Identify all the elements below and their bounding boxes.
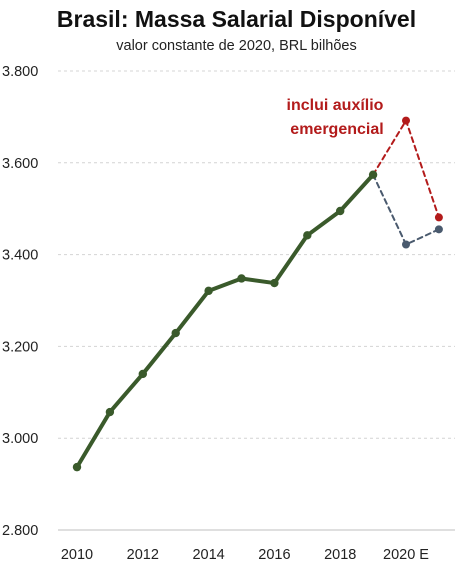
annotation-line-1: inclui auxílio bbox=[287, 97, 384, 114]
x-tick-label: 2016 bbox=[258, 547, 290, 563]
series-point bbox=[336, 206, 345, 216]
y-tick-label: 3.200 bbox=[2, 339, 38, 355]
chart-subtitle: valor constante de 2020, BRL bilhões bbox=[116, 38, 357, 54]
series-point bbox=[237, 274, 246, 283]
y-tick-label: 3.600 bbox=[2, 156, 38, 172]
series-point bbox=[434, 225, 443, 234]
series-point bbox=[434, 213, 443, 222]
x-tick-label: 2014 bbox=[192, 547, 224, 563]
series-line-2 bbox=[372, 173, 440, 246]
series-point bbox=[171, 328, 180, 338]
series-point bbox=[402, 240, 410, 249]
series-point bbox=[270, 278, 279, 288]
series-point bbox=[402, 116, 410, 125]
x-tick-label: 2010 bbox=[61, 547, 93, 563]
x-tick-label: 2020 E bbox=[383, 547, 429, 563]
series-point bbox=[138, 369, 147, 379]
series-line-0 bbox=[75, 172, 376, 470]
series-point bbox=[303, 231, 312, 240]
y-tick-label: 3.000 bbox=[2, 431, 38, 447]
series-point bbox=[368, 170, 378, 179]
x-tick-label: 2018 bbox=[324, 547, 356, 563]
chart-title: Brasil: Massa Salarial Disponível bbox=[56, 6, 417, 32]
y-tick-label: 3.400 bbox=[2, 248, 38, 264]
x-tick-label: 2012 bbox=[127, 547, 159, 563]
y-tick-label: 3.800 bbox=[2, 64, 38, 80]
y-tick-label: 2.800 bbox=[2, 523, 38, 539]
series-point bbox=[72, 462, 82, 472]
series-point bbox=[105, 407, 115, 417]
annotation-line-2: emergencial bbox=[290, 121, 383, 138]
series-point bbox=[204, 286, 213, 296]
